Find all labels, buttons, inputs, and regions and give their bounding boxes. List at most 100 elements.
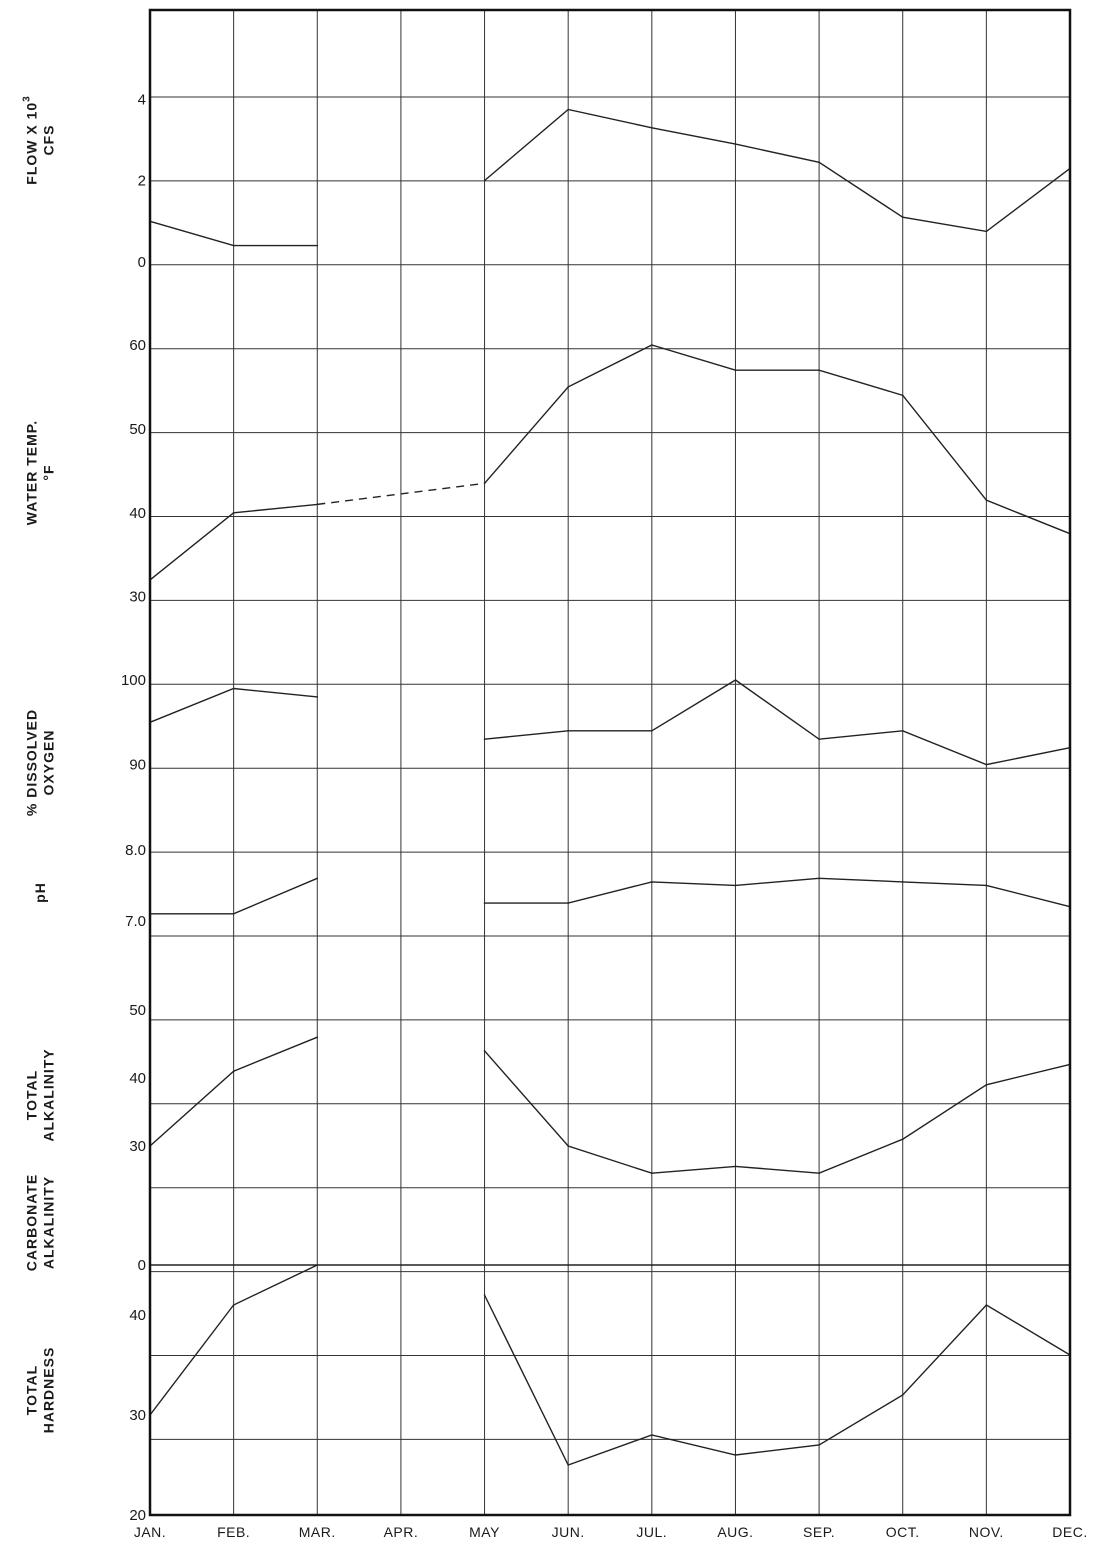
panel-label-line: CFS <box>41 125 57 156</box>
panel-label-line: TOTAL <box>24 1070 40 1120</box>
data-point-carb <box>567 1264 569 1266</box>
month-label: FEB. <box>217 1524 250 1540</box>
ytick-label: 90 <box>129 757 146 774</box>
month-label: DEC. <box>1052 1524 1087 1540</box>
month-label: SEP. <box>803 1524 835 1540</box>
ytick-label: 4 <box>138 91 146 108</box>
data-point-hard <box>316 1264 319 1266</box>
data-point-ph <box>734 884 737 887</box>
data-point-hard <box>567 1464 569 1466</box>
data-point-flow <box>901 216 904 218</box>
data-point-do <box>901 729 904 732</box>
data-point-alk <box>567 1145 569 1147</box>
ytick-label: 50 <box>129 1002 146 1019</box>
data-point-alk <box>483 1050 486 1052</box>
panel-label-line: HARDNESS <box>41 1347 57 1434</box>
panel-label-line: ALKALINITY <box>41 1176 57 1269</box>
data-point-ph <box>483 902 486 904</box>
data-point-hard <box>232 1304 235 1306</box>
month-label: MAR. <box>299 1524 336 1540</box>
data-point-temp <box>901 394 904 397</box>
month-label: NOV. <box>969 1524 1004 1540</box>
panel-label: % DISSOLVED OXYGEN <box>24 709 57 816</box>
data-point-carb <box>734 1264 737 1266</box>
data-point-do <box>734 679 737 681</box>
data-point-ph <box>567 902 569 904</box>
ytick-label: 30 <box>129 1407 146 1424</box>
data-point-alk <box>734 1165 737 1168</box>
panel-do: 90 100 % DISSOLVED OXYGEN <box>24 672 1071 816</box>
panel-label: pH <box>32 882 48 903</box>
data-point-do <box>818 738 820 741</box>
month-label: MAY <box>469 1524 500 1540</box>
panel-temp: 30 40 50 60 WATER TEMP. °F <box>24 337 1071 606</box>
ytick-label: 8.0 <box>125 842 146 859</box>
data-point-ph <box>818 877 820 880</box>
data-point-ph <box>901 881 904 883</box>
data-point-flow <box>818 161 820 164</box>
data-point-do <box>232 687 235 690</box>
data-point-temp <box>818 369 820 371</box>
data-point-temp <box>232 511 235 514</box>
data-point-flow <box>483 179 486 182</box>
data-point-ph <box>316 877 319 880</box>
data-point-flow <box>232 244 235 247</box>
data-point-alk <box>818 1172 820 1174</box>
data-point-flow <box>316 244 319 247</box>
data-point-do <box>651 729 653 732</box>
data-point-hard <box>483 1294 486 1296</box>
ytick-label: 0 <box>138 1257 146 1274</box>
data-point-do <box>985 763 988 766</box>
ytick-label: 7.0 <box>125 913 146 930</box>
data-point-alk <box>651 1172 653 1174</box>
data-point-hard <box>985 1304 988 1306</box>
data-point-do <box>483 738 486 741</box>
series-line-ph <box>484 877 1071 908</box>
data-point-flow <box>985 230 988 233</box>
chart-grid <box>149 10 1071 1515</box>
panel-hard: 20 30 40 TOTAL HARDNESS <box>24 1264 1071 1524</box>
ytick-label: 40 <box>129 1070 146 1087</box>
data-point-ph <box>985 884 988 887</box>
data-point-temp <box>651 344 653 346</box>
data-point-temp <box>567 386 569 388</box>
ytick-label: 0 <box>138 254 146 271</box>
panel-alk: 30 40 50 TOTAL ALKALINITY <box>24 1002 1071 1174</box>
data-point-ph <box>651 881 653 883</box>
panel-label-line: OXYGEN <box>41 730 57 796</box>
ytick-label: 50 <box>129 421 146 438</box>
panel-label-line: FLOW X 103 <box>22 95 40 184</box>
data-point-hard <box>734 1454 737 1456</box>
panel-label: TOTAL ALKALINITY <box>24 1048 57 1141</box>
month-label: APR. <box>384 1524 419 1540</box>
data-point-hard <box>651 1434 653 1436</box>
panel-label-sup: 3 <box>22 95 33 102</box>
ytick-label: 20 <box>129 1507 146 1524</box>
data-point-carb <box>483 1264 486 1266</box>
month-label: JAN. <box>134 1524 166 1540</box>
data-point-ph <box>232 912 235 915</box>
series-line-hard <box>483 1294 1071 1466</box>
month-label: OCT. <box>886 1524 920 1540</box>
ytick-label: 40 <box>129 1307 146 1324</box>
series-line-temp <box>483 344 1071 535</box>
panel-label-line: WATER TEMP. <box>24 420 40 525</box>
panel-label-line: ALKALINITY <box>41 1048 57 1141</box>
month-axis: JAN. FEB. MAR. APR. MAY JUN. JUL. AUG. SEP. OCT. N… <box>134 1524 1087 1540</box>
data-point-flow <box>567 108 569 111</box>
ytick-label: 30 <box>129 589 146 606</box>
ytick-label: 40 <box>129 505 146 522</box>
panel-label-line: TOTAL <box>24 1365 40 1415</box>
ytick-label: 100 <box>121 672 146 689</box>
panel-label: TOTAL HARDNESS <box>24 1347 57 1434</box>
data-point-carb <box>901 1264 904 1266</box>
data-point-carb <box>400 1264 402 1266</box>
data-point-alk <box>232 1070 235 1072</box>
interpolated-line-temp <box>317 482 485 506</box>
panel-ph: 7.0 8.0 pH <box>32 842 1071 930</box>
data-point-do <box>567 729 569 732</box>
series-line-do <box>484 679 1071 766</box>
